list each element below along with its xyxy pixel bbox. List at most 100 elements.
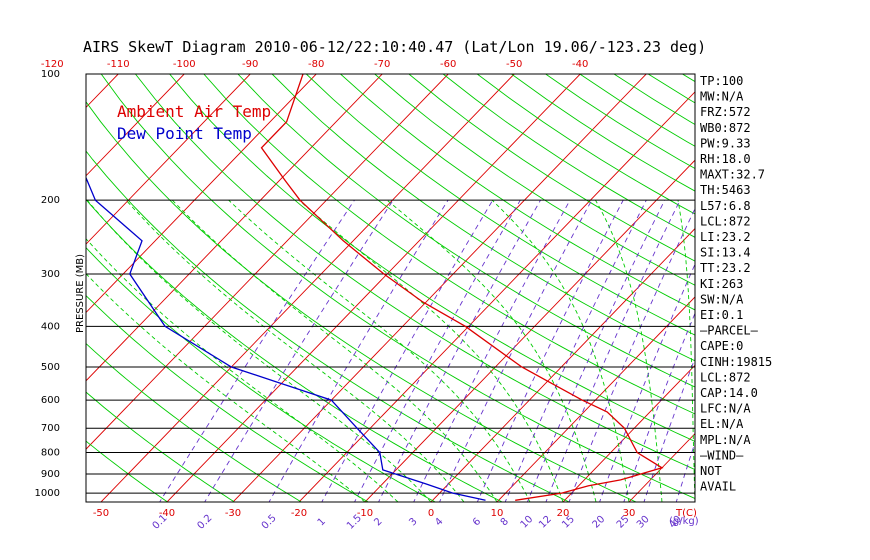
sounding-index: —PARCEL— [700,324,759,338]
sounding-index: LI:23.2 [700,230,751,244]
moist-adiabat-line [125,199,465,502]
pressure-tick-label: 600 [41,395,60,406]
moist-adiabat-lines [86,199,695,502]
dry-adiabat-line [442,74,695,238]
sounding-index: TT:23.2 [700,261,751,275]
dry-adiabat-line [819,74,870,504]
mixing-ratio-tick-label: 8 [499,516,511,528]
isobar-lines [86,74,695,494]
isotherm-line [86,74,185,177]
sounding-index: EL:N/A [700,417,744,431]
top-temperature-tick: -60 [440,59,456,70]
bottom-temperature-tick: -20 [291,508,307,519]
sounding-profiles [86,74,664,501]
mixing-ratio-line [599,263,695,502]
bottom-temperature-tick: -50 [93,508,109,519]
top-temperature-axis: -120 -110 -100 -90 -80 -70 -60 -50 -40 [41,59,589,70]
mixing-ratio-line [413,199,571,502]
dewpoint-profile-line [86,176,486,501]
bottom-temperature-axis: -50 -40 -30 -20 -10 0 10 20 30 T(C) [93,508,697,519]
bottom-temperature-tick: 0 [428,508,434,519]
sounding-index: —WIND— [700,448,744,462]
isotherm-line [364,159,695,502]
dry-adiabat-line [340,74,695,311]
isotherm-line [496,296,695,502]
moist-adiabat-line [677,200,695,502]
sounding-index: CINH:19815 [700,355,772,369]
mixing-ratio-tick-label: 30 [635,514,652,531]
sounding-index: AVAIL [700,480,736,494]
mixing-ratio-line [476,199,624,502]
legend-dew-point-temp: Dew Point Temp [117,124,252,143]
isotherm-line [0,74,52,502]
mixing-ratio-line [545,200,681,502]
top-temperature-tick: -80 [308,59,324,70]
sounding-index: SW:N/A [700,292,744,306]
isotherm-line [827,74,870,502]
mixing-ratio-line [268,199,449,502]
sounding-index: EI:0.1 [700,308,743,322]
mixing-ratio-tick-label: 2 [372,516,384,528]
mixing-ratio-tick-label: 12 [537,514,554,531]
isotherm-line [232,74,647,502]
dry-adiabat-line [785,74,870,504]
dry-adiabat-line [169,74,695,442]
isotherm-line [761,74,870,502]
sounding-index: TP:100 [700,74,743,88]
mixing-ratio-tick-label: 6 [471,516,483,528]
moist-adiabat-line [86,199,432,502]
isotherm-line [86,74,449,450]
pressure-tick-label: 500 [41,362,60,373]
isotherm-line [562,364,695,502]
dry-adiabat-line [203,74,695,415]
pressure-tick-label: 300 [41,269,60,280]
sounding-index: CAP:14.0 [700,386,758,400]
moist-adiabat-line [491,199,630,502]
sounding-index: LCL:872 [700,214,751,228]
sounding-index: MAXT:32.7 [700,168,765,182]
pressure-tick-label: 800 [41,448,60,459]
bottom-temperature-tick: 10 [491,508,504,519]
mixing-ratio-line [159,199,355,502]
mixing-ratio-tick-label: 20 [591,514,608,531]
top-temperature-tick: -120 [41,59,64,70]
chart-legend: Ambient Air Temp Dew Point Temp [117,102,271,143]
moist-adiabat-line [228,199,531,502]
mixing-ratio-line [643,357,695,502]
sounding-index: FRZ:572 [700,105,751,119]
dry-adiabat-line [751,74,870,504]
top-temperature-tick: -100 [173,59,196,70]
mixing-ratio-line [504,199,647,502]
mixing-ratio-line [353,199,521,502]
pressure-tick-label: 200 [41,195,60,206]
dry-adiabat-line [237,74,695,388]
mixing-ratio-line [568,207,695,502]
top-temperature-tick: -110 [107,59,130,70]
mixing-ratio-line [675,441,695,502]
temperature-profile-line [260,74,664,501]
dry-adiabat-line [135,74,695,471]
plot-frame [85,73,696,503]
isotherm-line [298,91,695,502]
top-temperature-tick: -50 [506,59,522,70]
sounding-index: PW:9.33 [700,136,751,150]
moist-adiabat-line [595,199,663,502]
sounding-index: MPL:N/A [700,433,751,447]
moist-adiabat-line [171,199,498,502]
pressure-axis: 100 200 300 400 500 600 700 800 900 1000 [35,69,60,499]
sounding-index: KI:263 [700,277,743,291]
sounding-index: WB0:872 [700,121,751,135]
sounding-index: CAPE:0 [700,339,743,353]
pressure-tick-label: 1000 [35,488,60,499]
dry-adiabat-line [408,74,695,262]
moist-adiabat-line [298,199,564,502]
bottom-temperature-tick: -40 [159,508,175,519]
top-temperature-tick: -70 [374,59,390,70]
pressure-tick-label: 700 [41,423,60,434]
mixing-ratio-tick-label: 4 [433,516,445,528]
mixing-ratio-line [623,312,695,502]
top-temperature-tick: -90 [242,59,258,70]
dry-adiabat-line [305,74,695,336]
isotherm-line [166,74,581,502]
dry-adiabat-line [271,74,695,362]
